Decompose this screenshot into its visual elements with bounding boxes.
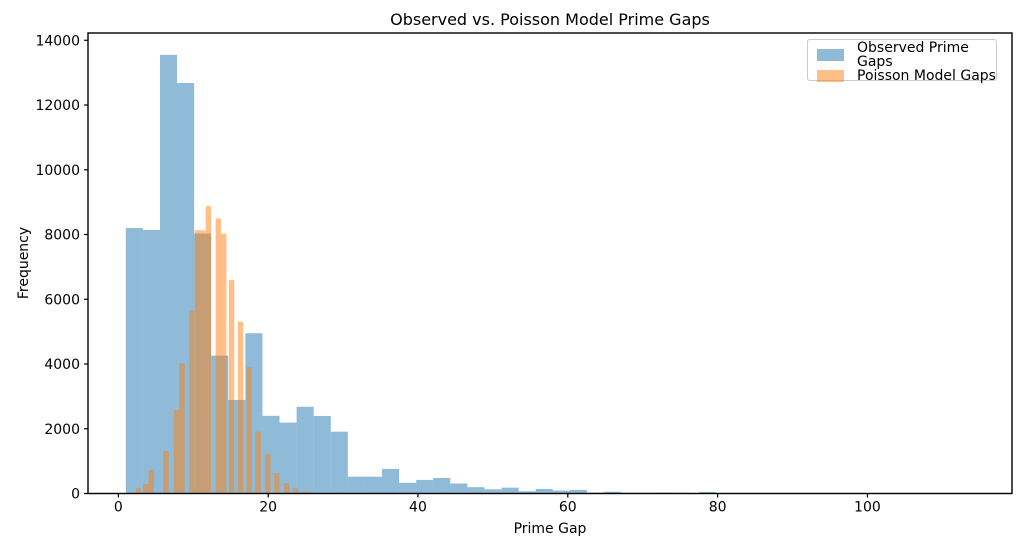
histogram-bar xyxy=(467,487,485,494)
histogram-bar xyxy=(569,489,587,494)
plot-border xyxy=(87,32,1013,495)
histogram-bar xyxy=(450,483,468,494)
histogram-bar xyxy=(283,483,290,494)
histogram-bar xyxy=(205,206,212,494)
histogram-bar xyxy=(416,479,434,494)
x-tick-label: 40 xyxy=(409,500,427,516)
histogram-bar xyxy=(189,310,195,494)
histogram-bar xyxy=(194,230,201,494)
histogram-bar xyxy=(518,491,536,494)
legend-label-poisson: Poisson Model Gaps xyxy=(857,68,996,84)
histogram-bar xyxy=(484,489,502,494)
y-axis-label: Frequency xyxy=(16,227,32,299)
histogram-bar xyxy=(535,488,553,494)
legend-entry-poisson: Poisson Model Gaps xyxy=(817,69,996,83)
histogram-bar xyxy=(330,431,348,494)
y-tick-label: 6000 xyxy=(44,292,80,308)
x-tick-label: 60 xyxy=(559,500,577,516)
histogram-bar xyxy=(215,218,222,494)
histogram-bar xyxy=(221,233,227,494)
histogram-bar xyxy=(292,488,299,494)
histogram-bar xyxy=(347,476,365,494)
y-tick-label: 2000 xyxy=(44,422,80,438)
histogram-bar xyxy=(125,228,143,494)
axis-ticks: 0 20 40 60 80 100 0 2000 4000 6000 8000 10000 12000 1… xyxy=(35,33,880,515)
histogram-bar xyxy=(265,454,271,494)
histogram-bar xyxy=(279,422,297,494)
histogram-bar xyxy=(313,415,331,494)
legend-swatch-poisson xyxy=(817,70,844,82)
histogram-bar xyxy=(433,477,451,494)
histogram-bar xyxy=(501,487,519,494)
legend-label-observed: Observed Prime Gaps xyxy=(857,40,969,70)
y-tick-label: 10000 xyxy=(35,163,80,179)
histogram-bar xyxy=(552,490,570,494)
x-axis-label: Prime Gap xyxy=(514,521,587,537)
observed-bars-group xyxy=(125,54,716,494)
histogram-bar xyxy=(399,482,417,494)
histogram-bar xyxy=(604,491,622,494)
histogram-bar xyxy=(179,363,185,494)
y-tick-label: 14000 xyxy=(35,33,80,49)
histogram-bar xyxy=(228,280,235,494)
histogram-bar xyxy=(296,406,314,494)
chart-title: Observed vs. Poisson Model Prime Gaps xyxy=(390,10,710,29)
histogram-bar xyxy=(302,491,308,494)
histogram-bar xyxy=(237,321,244,494)
histogram-bar xyxy=(364,476,383,494)
histogram-bar xyxy=(148,469,154,494)
histogram-bar xyxy=(143,484,149,494)
histogram-bar xyxy=(173,409,180,494)
histogram-bar xyxy=(246,367,252,494)
x-tick-label: 0 xyxy=(114,500,123,516)
histogram-bar xyxy=(698,492,716,494)
histogram-bar xyxy=(255,431,261,494)
histogram-bar xyxy=(142,229,160,494)
y-tick-label: 0 xyxy=(71,487,80,503)
y-tick-label: 8000 xyxy=(44,228,80,244)
histogram-bar xyxy=(274,473,280,494)
y-tick-label: 4000 xyxy=(44,357,80,373)
legend-entry-observed: Observed Prime Gaps xyxy=(817,41,996,69)
histogram-bar xyxy=(382,468,400,494)
y-tick-label: 12000 xyxy=(35,98,80,114)
histogram-bar xyxy=(200,230,206,494)
x-tick-label: 100 xyxy=(854,500,881,516)
poisson-bars-group xyxy=(135,206,314,494)
histogram-bar xyxy=(163,450,169,494)
histogram-bar xyxy=(135,488,142,494)
legend: Observed Prime Gaps Poisson Model Gaps xyxy=(807,39,997,83)
x-tick-label: 20 xyxy=(259,500,277,516)
histogram-bar xyxy=(159,54,178,494)
legend-swatch-observed xyxy=(817,49,844,61)
x-tick-label: 80 xyxy=(709,500,727,516)
